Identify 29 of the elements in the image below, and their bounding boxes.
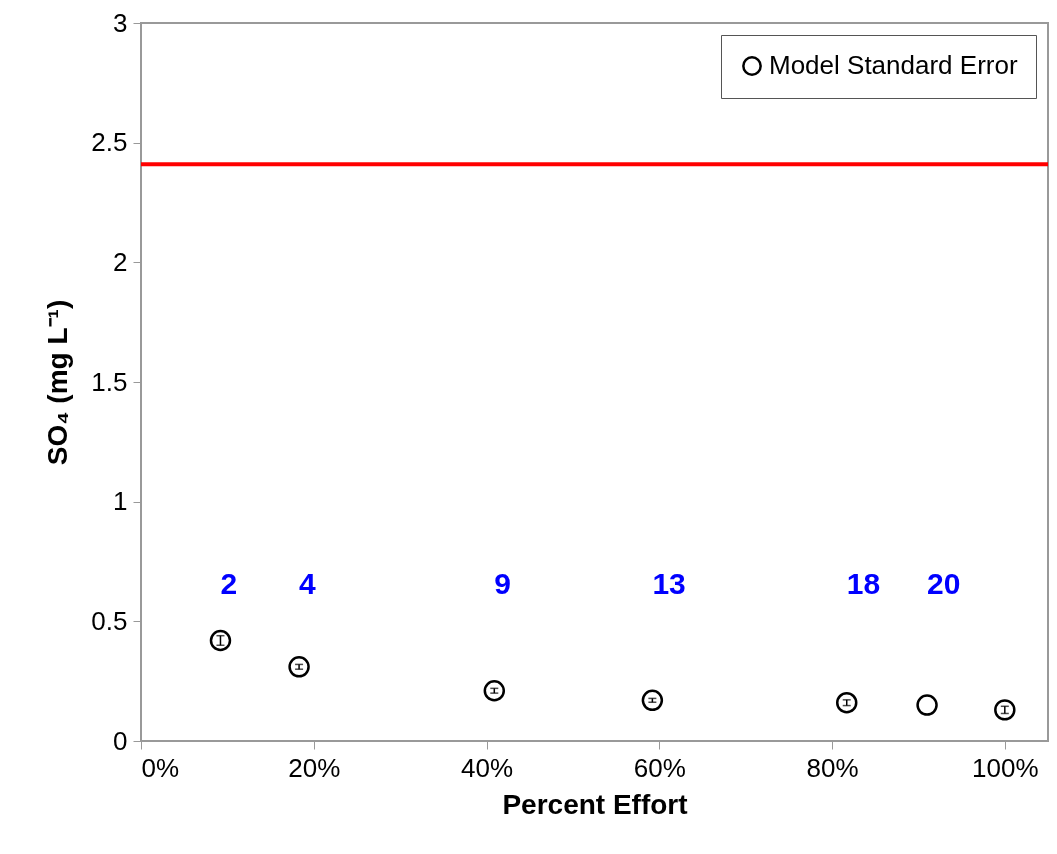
annotation: 18	[846, 567, 881, 600]
x-tick-label: 20%	[288, 752, 341, 783]
y-tick-label: 0.5	[91, 605, 128, 636]
annotation: 13	[652, 567, 686, 600]
annotation: 4	[299, 567, 317, 600]
x-tick-label: 40%	[461, 752, 514, 783]
point	[288, 656, 310, 678]
y-axis-title: SO₄ (mg L⁻¹)	[42, 299, 74, 466]
point	[836, 691, 858, 714]
y-tick-label: 3	[113, 7, 128, 38]
y-tick-label: 2	[113, 246, 128, 277]
annotation: 2	[220, 567, 238, 600]
y-tick-label: 1.5	[91, 366, 128, 397]
point	[994, 699, 1016, 721]
x-axis-title: Percent Effort	[502, 788, 688, 820]
y-tick-label: 1	[113, 486, 128, 517]
point	[641, 689, 664, 712]
y-tick-label: 0	[113, 725, 128, 756]
annotation: 9	[494, 567, 511, 600]
x-tick-label: 0%	[141, 752, 180, 783]
y-tick-label: 2.5	[91, 127, 128, 158]
point	[483, 680, 506, 702]
legend-label: Model Standard Error	[769, 50, 1018, 80]
x-tick-label: 80%	[806, 752, 859, 783]
annotation: 20	[927, 567, 961, 600]
point	[209, 629, 232, 652]
x-tick-label: 100%	[972, 752, 1039, 783]
x-tick-label: 60%	[633, 752, 686, 783]
point	[916, 694, 938, 716]
